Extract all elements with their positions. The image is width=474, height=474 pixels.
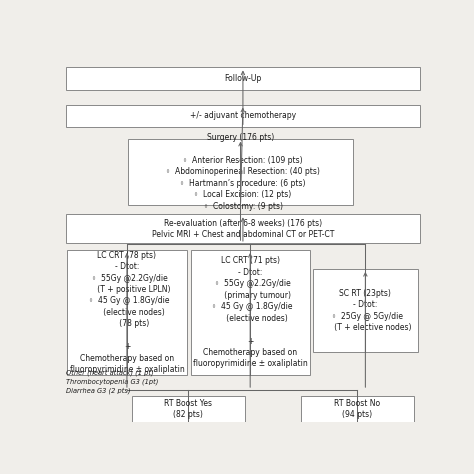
Bar <box>128 139 353 205</box>
Bar <box>66 105 420 128</box>
Bar <box>67 250 187 375</box>
Text: RT Boost Yes
(82 pts): RT Boost Yes (82 pts) <box>164 399 212 419</box>
Text: Surgery (176 pts)

  ◦  Anterior Resection: (109 pts)
  ◦  Abdominoperineal Rese: Surgery (176 pts) ◦ Anterior Resection: … <box>161 133 320 211</box>
Text: LC CRT (71 pts)
- Dtot:
  ◦  55Gy @2.2Gy/die
      (primary tumour)
  ◦  45 Gy @: LC CRT (71 pts) - Dtot: ◦ 55Gy @2.2Gy/di… <box>193 256 308 368</box>
Bar <box>313 269 418 352</box>
Text: +/- adjuvant chemotherapy: +/- adjuvant chemotherapy <box>190 111 296 120</box>
Text: Thrombocytopenia G3 (1pt): Thrombocytopenia G3 (1pt) <box>66 379 158 385</box>
Bar <box>66 67 420 90</box>
Bar <box>191 250 310 375</box>
Text: LC CRT (78 pts)
- Dtot:
  ◦  55Gy @2.2Gy/die
      (T + positive LPLN)
  ◦  45 G: LC CRT (78 pts) - Dtot: ◦ 55Gy @2.2Gy/di… <box>70 251 184 374</box>
Bar <box>132 396 245 422</box>
Text: RT Boost No
(94 pts): RT Boost No (94 pts) <box>334 399 380 419</box>
Bar <box>301 396 414 422</box>
Text: Re-evaluation (after 6-8 weeks) (176 pts)
Pelvic MRI + Chest and abdominal CT or: Re-evaluation (after 6-8 weeks) (176 pts… <box>152 219 334 239</box>
Text: Diarrhea G3 (2 pts): Diarrhea G3 (2 pts) <box>66 388 130 394</box>
Text: Other (heart attack) (1 pt): Other (heart attack) (1 pt) <box>66 370 153 376</box>
Bar <box>66 214 420 243</box>
Text: SC RT (23pts)
- Dtot:
  ◦  25Gy @ 5Gy/die
      (T + elective nodes): SC RT (23pts) - Dtot: ◦ 25Gy @ 5Gy/die (… <box>319 289 411 332</box>
Text: Follow-Up: Follow-Up <box>224 74 262 83</box>
